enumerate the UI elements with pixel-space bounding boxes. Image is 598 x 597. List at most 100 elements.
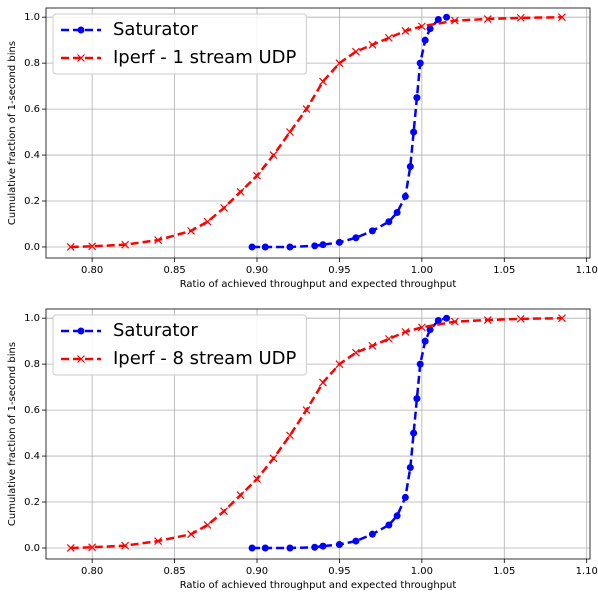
marker: [416, 360, 424, 368]
marker: [352, 234, 360, 242]
axes-frame: [45, 308, 591, 560]
marker: [154, 537, 163, 546]
marker: [220, 203, 228, 212]
x-tick-label: 0.95: [328, 566, 350, 577]
x-tick-label: 0.80: [81, 265, 103, 276]
marker: [417, 323, 426, 332]
marker: [253, 171, 261, 180]
marker: [335, 59, 344, 68]
marker: [269, 151, 278, 159]
marker: [421, 36, 429, 44]
marker: [416, 59, 424, 67]
marker: [351, 47, 360, 56]
marker: [187, 530, 195, 539]
marker: [385, 218, 393, 226]
marker: [311, 543, 319, 551]
marker: [385, 521, 393, 529]
marker: [393, 209, 401, 217]
legend: Saturator Iperf - 8 stream UDP: [52, 314, 307, 376]
marker: [253, 475, 261, 483]
x-tick-label: 1.00: [411, 566, 433, 577]
marker: [319, 542, 327, 550]
marker: [269, 454, 278, 463]
marker: [384, 33, 393, 42]
x-axis-label: Ratio of achieved throughput and expecte…: [180, 580, 457, 591]
marker: [311, 242, 319, 250]
marker: [443, 13, 451, 21]
marker: [413, 395, 421, 403]
marker: [220, 507, 228, 516]
marker: [203, 217, 212, 226]
y-tick-label: 0.6: [24, 405, 40, 416]
x-tick-label: 1.05: [493, 265, 515, 276]
marker: [203, 521, 212, 529]
marker: [443, 314, 451, 322]
legend-label: Saturator: [113, 320, 198, 341]
marker: [558, 13, 566, 22]
marker: [406, 464, 414, 472]
marker: [121, 541, 130, 550]
marker: [248, 544, 256, 552]
axes-frame: [45, 7, 591, 259]
marker: [384, 334, 393, 343]
subplot: 0.80 0.85 0.90 0.95 1.00 1.05 1.10 0.0 0.2 0.4 0.6…: [7, 7, 598, 290]
legend-label: Saturator: [113, 19, 198, 40]
y-tick-label: 0.8: [24, 359, 40, 370]
marker: [368, 530, 376, 538]
marker: [88, 242, 97, 251]
marker: [261, 544, 269, 552]
marker: [319, 241, 327, 249]
x-tick-label: 1.00: [411, 265, 433, 276]
x-tick-label: 1.10: [576, 265, 598, 276]
legend: Saturator Iperf - 1 stream UDP: [52, 13, 307, 75]
marker: [319, 77, 327, 86]
y-tick-label: 0.0: [24, 543, 40, 554]
legend-label: Iperf - 8 stream UDP: [113, 348, 296, 369]
marker: [413, 94, 421, 102]
y-tick-label: 0.4: [24, 150, 40, 161]
marker: [434, 316, 442, 324]
x-tick-label: 1.05: [493, 566, 515, 577]
marker: [302, 105, 311, 114]
legend-box: [52, 13, 307, 75]
marker: [286, 431, 294, 440]
marker: [121, 240, 130, 249]
marker: [426, 326, 434, 334]
marker: [319, 378, 327, 387]
marker: [410, 128, 418, 136]
marker: [77, 54, 85, 62]
y-tick-label: 0.0: [24, 242, 40, 253]
marker: [77, 355, 85, 363]
y-tick-label: 0.8: [24, 58, 40, 69]
x-tick-label: 0.90: [246, 566, 268, 577]
x-tick-label: 0.85: [163, 566, 185, 577]
y-tick-label: 0.4: [24, 451, 40, 462]
marker: [483, 15, 492, 23]
legend-label: Iperf - 1 stream UDP: [113, 47, 296, 68]
marker: [286, 243, 294, 251]
marker: [154, 236, 163, 245]
x-tick-label: 0.90: [246, 265, 268, 276]
marker: [516, 314, 525, 323]
y-tick-label: 0.6: [24, 104, 40, 115]
marker: [236, 187, 245, 196]
marker: [286, 128, 294, 137]
marker: [450, 317, 459, 326]
marker: [401, 328, 410, 336]
x-tick-label: 1.10: [576, 566, 598, 577]
marker: [483, 316, 492, 324]
marker: [77, 327, 85, 335]
marker: [401, 192, 409, 200]
y-axis-label: Cumulative fraction of 1-second bins: [7, 41, 18, 225]
marker: [421, 337, 429, 345]
x-tick-label: 0.95: [328, 265, 350, 276]
marker: [88, 543, 97, 552]
marker: [286, 544, 294, 552]
y-tick-label: 1.0: [24, 313, 40, 324]
y-tick-label: 0.2: [24, 497, 40, 508]
legend-box: [52, 314, 307, 376]
marker: [558, 314, 566, 323]
subplot: 0.80 0.85 0.90 0.95 1.00 1.05 1.10 0.0 0.2 0.4 0.6…: [7, 308, 598, 591]
marker: [335, 238, 343, 246]
